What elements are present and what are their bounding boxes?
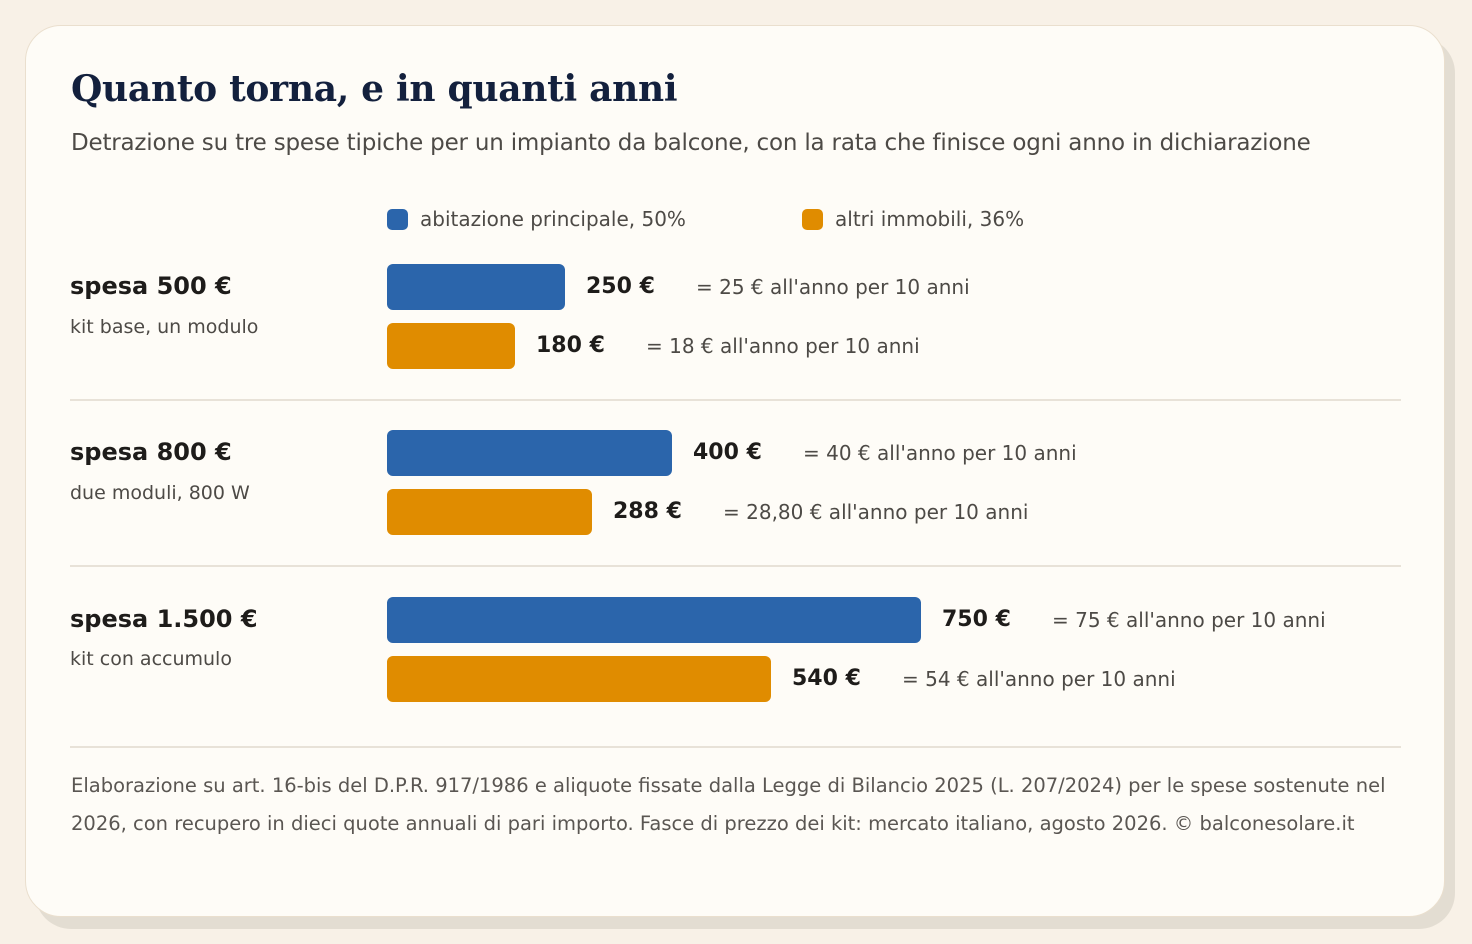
group-divider <box>70 565 1401 567</box>
legend-label-altri: altri immobili, 36% <box>835 207 1025 231</box>
bar-value-label: 250 € <box>586 274 655 299</box>
bar-principale-0 <box>387 264 565 310</box>
legend-item-principale: abitazione principale, 50% <box>387 207 686 231</box>
bar-principale-2 <box>387 597 921 643</box>
legend-swatch-principale <box>387 208 408 230</box>
bar-annual-note: = 25 € all'anno per 10 anni <box>696 275 970 299</box>
group-subtitle-500: kit base, un modulo <box>70 316 259 338</box>
group-subtitle-1500: kit con accumulo <box>70 648 232 670</box>
bar-annual-note: = 40 € all'anno per 10 anni <box>803 441 1077 465</box>
bar-value-label: 180 € <box>536 333 605 358</box>
group-title-1500: spesa 1.500 € <box>70 605 258 633</box>
bar-annual-note: = 75 € all'anno per 10 anni <box>1052 608 1326 632</box>
bar-annual-note: = 28,80 € all'anno per 10 anni <box>723 500 1029 524</box>
chart-subtitle: Detrazione su tre spese tipiche per un i… <box>71 130 1311 156</box>
source-note: Elaborazione su art. 16-bis del D.P.R. 9… <box>71 774 1386 835</box>
group-title-800: spesa 800 € <box>70 438 232 466</box>
bar-annual-note: = 54 € all'anno per 10 anni <box>902 667 1176 691</box>
bar-value-label: 540 € <box>792 666 861 691</box>
chart-card <box>25 25 1445 917</box>
legend-item-altri: altri immobili, 36% <box>802 207 1024 231</box>
bar-value-label: 400 € <box>693 440 762 465</box>
legend-label-principale: abitazione principale, 50% <box>420 207 686 231</box>
bar-value-label: 750 € <box>942 607 1011 632</box>
chart-title: Quanto torna, e in quanti anni <box>71 68 678 110</box>
group-divider <box>70 746 1401 748</box>
bar-altri-0 <box>387 323 515 369</box>
bar-altri-1 <box>387 489 592 535</box>
bar-value-label: 288 € <box>613 499 682 524</box>
legend-swatch-altri <box>802 208 823 230</box>
bar-principale-1 <box>387 430 672 476</box>
group-divider <box>70 399 1401 401</box>
group-subtitle-800: due moduli, 800 W <box>70 482 250 504</box>
bar-annual-note: = 18 € all'anno per 10 anni <box>646 334 920 358</box>
group-title-500: spesa 500 € <box>70 272 232 300</box>
bar-altri-2 <box>387 656 771 702</box>
